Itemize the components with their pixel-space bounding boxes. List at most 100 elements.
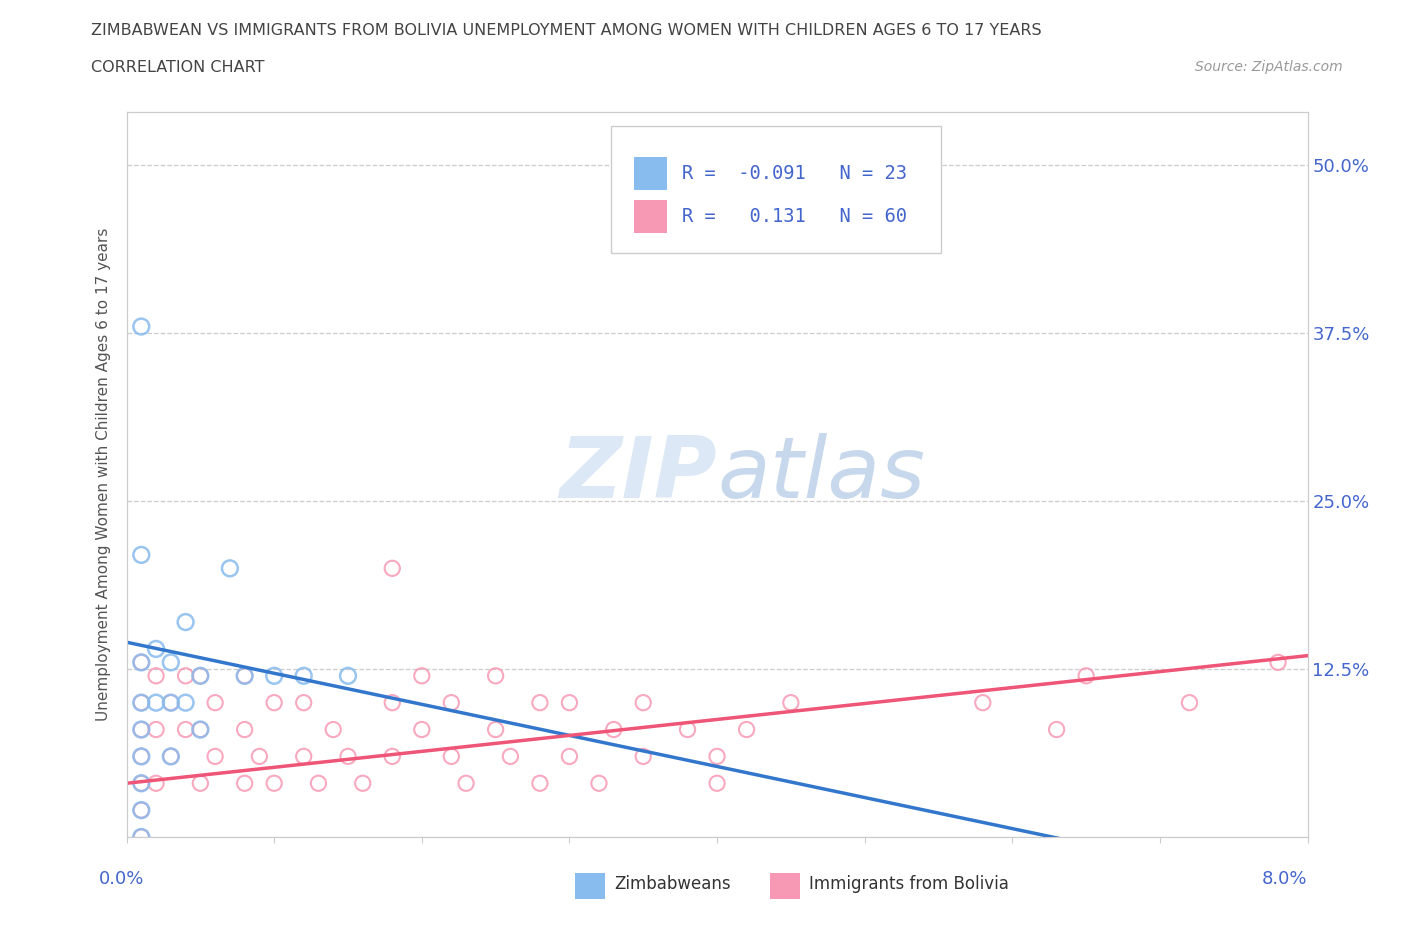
Point xyxy=(263,696,285,711)
Point xyxy=(174,669,197,684)
Point xyxy=(129,749,153,764)
Point xyxy=(129,776,153,790)
Point xyxy=(529,776,551,790)
Text: 0.0%: 0.0% xyxy=(98,870,143,888)
FancyBboxPatch shape xyxy=(634,157,668,190)
Point xyxy=(145,722,167,737)
Point xyxy=(129,548,153,563)
FancyBboxPatch shape xyxy=(770,872,800,898)
Point xyxy=(292,696,315,711)
Point xyxy=(160,749,183,764)
Point xyxy=(129,696,153,711)
Point xyxy=(411,722,433,737)
Point xyxy=(129,722,153,737)
Point xyxy=(129,696,153,711)
Point xyxy=(411,669,433,684)
Point xyxy=(440,696,463,711)
Text: CORRELATION CHART: CORRELATION CHART xyxy=(91,60,264,75)
FancyBboxPatch shape xyxy=(575,872,605,898)
Point xyxy=(188,776,212,790)
Point xyxy=(129,830,153,844)
Point xyxy=(174,722,197,737)
Point xyxy=(735,722,758,737)
Point xyxy=(456,776,478,790)
Point xyxy=(1046,722,1069,737)
Point xyxy=(307,776,329,790)
Point xyxy=(129,722,153,737)
Point xyxy=(603,722,626,737)
Y-axis label: Unemployment Among Women with Children Ages 6 to 17 years: Unemployment Among Women with Children A… xyxy=(96,228,111,721)
Point xyxy=(499,749,522,764)
Point xyxy=(233,669,256,684)
Point xyxy=(160,696,183,711)
Point xyxy=(249,749,271,764)
Text: R =  -0.091   N = 23: R = -0.091 N = 23 xyxy=(682,164,907,183)
Point xyxy=(322,722,344,737)
Point xyxy=(174,615,197,630)
Point xyxy=(129,655,153,670)
Point xyxy=(381,561,404,576)
Text: 8.0%: 8.0% xyxy=(1263,870,1308,888)
Point xyxy=(706,776,728,790)
Point xyxy=(129,830,153,844)
Point xyxy=(263,669,285,684)
Point xyxy=(1267,655,1289,670)
Point xyxy=(188,722,212,737)
Point xyxy=(529,696,551,711)
Point xyxy=(633,749,655,764)
Point xyxy=(219,561,242,576)
FancyBboxPatch shape xyxy=(634,201,668,233)
Point xyxy=(145,696,167,711)
Point xyxy=(129,776,153,790)
Point xyxy=(706,749,728,764)
Text: atlas: atlas xyxy=(717,432,925,516)
Point xyxy=(633,696,655,711)
Point xyxy=(588,776,610,790)
Point xyxy=(160,655,183,670)
Point xyxy=(129,803,153,817)
Point xyxy=(188,722,212,737)
Point xyxy=(233,722,256,737)
Point xyxy=(233,776,256,790)
Text: ZIP: ZIP xyxy=(560,432,717,516)
Point xyxy=(129,749,153,764)
Text: Zimbabweans: Zimbabweans xyxy=(614,875,731,893)
Point xyxy=(233,669,256,684)
Point xyxy=(440,749,463,764)
Point xyxy=(1178,696,1201,711)
Point xyxy=(129,803,153,817)
Point xyxy=(484,669,508,684)
Point xyxy=(1076,669,1098,684)
Point xyxy=(188,669,212,684)
Point xyxy=(676,722,699,737)
Point xyxy=(188,669,212,684)
Point xyxy=(160,696,183,711)
Point xyxy=(204,696,226,711)
Point xyxy=(352,776,374,790)
Point xyxy=(381,749,404,764)
Point xyxy=(292,669,315,684)
Point xyxy=(558,749,581,764)
Point xyxy=(145,669,167,684)
Point xyxy=(558,696,581,711)
Point xyxy=(160,749,183,764)
Point xyxy=(972,696,994,711)
Point xyxy=(263,776,285,790)
Point xyxy=(381,696,404,711)
Point xyxy=(204,749,226,764)
Point xyxy=(145,776,167,790)
FancyBboxPatch shape xyxy=(610,126,942,253)
Point xyxy=(174,696,197,711)
Point xyxy=(484,722,508,737)
Point xyxy=(129,319,153,334)
Text: ZIMBABWEAN VS IMMIGRANTS FROM BOLIVIA UNEMPLOYMENT AMONG WOMEN WITH CHILDREN AGE: ZIMBABWEAN VS IMMIGRANTS FROM BOLIVIA UN… xyxy=(91,23,1042,38)
Point xyxy=(292,749,315,764)
Point xyxy=(129,655,153,670)
Text: Immigrants from Bolivia: Immigrants from Bolivia xyxy=(810,875,1010,893)
Point xyxy=(337,749,360,764)
Text: R =   0.131   N = 60: R = 0.131 N = 60 xyxy=(682,207,907,226)
Point xyxy=(337,669,360,684)
Text: Source: ZipAtlas.com: Source: ZipAtlas.com xyxy=(1195,60,1343,74)
Point xyxy=(779,696,801,711)
Point xyxy=(145,642,167,657)
